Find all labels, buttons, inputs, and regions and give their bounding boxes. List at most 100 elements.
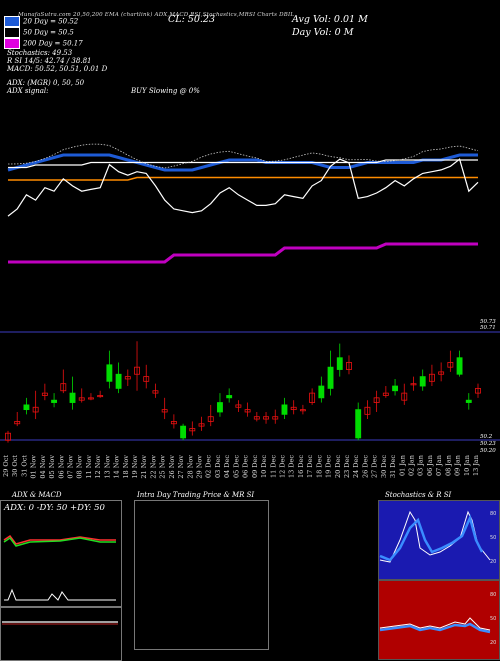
candle-body: [299, 409, 306, 412]
candle-body: [373, 397, 380, 403]
candle-body: [346, 362, 352, 370]
intraday-panel: [134, 500, 269, 650]
date-tick-label: 23 Dec: [343, 455, 351, 478]
candle-body: [14, 421, 21, 425]
candle-body: [410, 383, 417, 386]
candle-body: [290, 406, 297, 411]
date-tick-label: 01 Jan: [398, 455, 406, 476]
stoch-tick-2: 20: [490, 559, 496, 565]
stoch-tick-0: 80: [490, 511, 496, 517]
rsi-line: [379, 617, 491, 631]
date-tick-label: 08 Jan: [444, 455, 452, 476]
date-tick-label: 12 Nov: [94, 455, 102, 479]
price-tick-bottom2: 50.23: [480, 441, 496, 447]
ema50-swatch: [4, 27, 20, 38]
stoch-k-line: [379, 510, 491, 563]
legend-ema20: 20 Day = 50.52: [4, 16, 78, 27]
candle-body: [78, 397, 85, 401]
adx-macd-title: ADX & MACD: [12, 491, 62, 499]
date-tick-label: 06 Dec: [242, 455, 250, 478]
legend-adx: ADX: (MGR) 0, 50, 50: [7, 79, 85, 87]
mrsi-line: [8, 242, 478, 264]
candle-body: [217, 402, 223, 413]
date-tick-label: 09 Jan: [454, 455, 462, 476]
candle-body: [152, 390, 159, 394]
adx-line: [4, 588, 116, 601]
date-tick-label: 31 Oct: [20, 455, 28, 477]
stoch-d-line: [379, 514, 484, 562]
date-tick-label: 30 Dec: [380, 455, 388, 478]
mrsi-sub-line: [379, 622, 491, 634]
rsi-tick-0: 80: [490, 592, 496, 598]
date-tick-label: 26 Dec: [361, 455, 369, 478]
candle-body: [60, 383, 67, 392]
date-tick-label: 25 Nov: [159, 455, 167, 479]
rsi-tick-1: 50: [490, 616, 496, 622]
date-tick-label: 18 Dec: [315, 455, 323, 478]
date-tick-label: 20 Dec: [334, 455, 342, 478]
candle-body: [23, 404, 30, 411]
candle-body: [263, 416, 269, 420]
candle-body: [180, 425, 187, 439]
date-tick-label: 31 Dec: [389, 455, 397, 478]
candle-body: [134, 366, 140, 375]
date-tick-label: 29 Nov: [196, 455, 204, 479]
ema200-label: 200 Day = 50.17: [23, 39, 83, 48]
adx-plus-line: [3, 536, 116, 547]
candle-body: [41, 392, 48, 396]
candle-body: [401, 392, 408, 401]
date-tick-label: 11 Dec: [269, 455, 277, 478]
candle-body: [456, 357, 463, 375]
price-tick-bottom: 50.2: [480, 434, 493, 440]
ema-line-200-day: [8, 176, 478, 181]
rsi-panel: [378, 580, 500, 660]
date-tick-label: 27 Nov: [177, 455, 185, 479]
date-tick-label: 19 Dec: [325, 455, 333, 478]
candle-body: [392, 385, 398, 392]
date-tick-label: 04 Dec: [223, 455, 231, 478]
candle-body: [115, 373, 122, 389]
date-tick-label: 06 Nov: [57, 455, 65, 479]
legend-stochastics: Stochastics: 49.53: [7, 49, 73, 57]
date-tick-label: 04 Nov: [39, 455, 47, 479]
candle-body: [88, 397, 94, 400]
date-tick-label: 26 Nov: [168, 455, 176, 479]
avg-vol: Avg Vol: 0.01 M: [292, 14, 368, 25]
date-tick-label: 30 Oct: [11, 455, 19, 477]
ema50-label: 50 Day = 50.5: [23, 28, 74, 37]
candle-body: [207, 416, 214, 422]
candle-body: [355, 409, 362, 439]
candle-body: [235, 404, 242, 408]
date-tick-label: 11 Nov: [85, 455, 93, 479]
close-label: CL: 50.23: [168, 14, 215, 25]
candle-body: [170, 421, 177, 425]
stochastic-line: [7, 158, 479, 217]
date-tick-label: 21 Nov: [140, 455, 148, 479]
candle-body: [5, 432, 11, 441]
legend-macd: MACD: 50.52, 50.51, 0.01 D: [7, 65, 108, 73]
date-tick-label: 09 Dec: [251, 455, 259, 478]
date-tick-label: 18 Nov: [122, 455, 130, 479]
candle-body: [161, 409, 168, 413]
date-tick-label: 13 Nov: [103, 455, 111, 479]
date-tick-label: 29 Oct: [2, 455, 10, 477]
candle-body: [438, 371, 445, 375]
candle-body: [226, 395, 233, 399]
date-tick-label: 13 Jan: [472, 455, 480, 476]
legend-ema200: 200 Day = 50.17: [4, 38, 83, 49]
signal-dotted-line: [7, 143, 479, 169]
intraday-title: Intra Day Trading Price & MR SI: [137, 491, 255, 499]
date-tick-label: 10 Jan: [463, 455, 471, 476]
stochastics-panel: [378, 500, 500, 580]
rsi-tick-2: 20: [490, 640, 496, 646]
candle-body: [272, 416, 279, 420]
date-tick-label: 08 Nov: [76, 455, 84, 479]
candle-body: [419, 376, 426, 387]
ema20-swatch: [4, 16, 20, 27]
date-tick-label: 05 Dec: [232, 455, 240, 478]
ema20-label: 20 Day = 50.52: [23, 17, 79, 26]
candle-body: [189, 428, 196, 432]
candle-body: [447, 362, 454, 368]
candle-body: [51, 399, 58, 403]
